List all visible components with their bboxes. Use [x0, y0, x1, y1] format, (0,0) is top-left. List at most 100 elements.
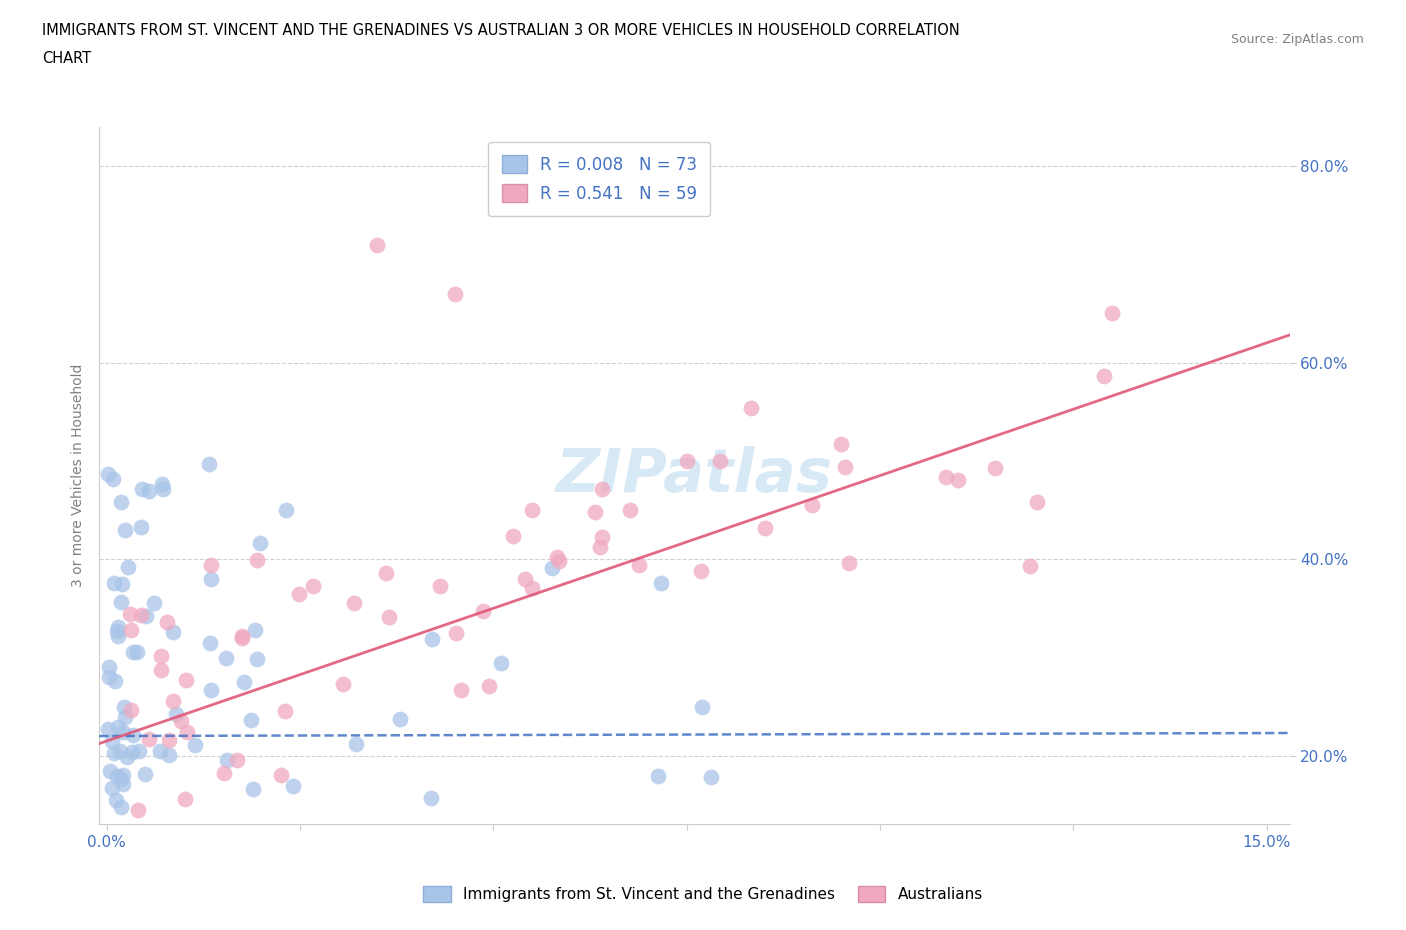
Point: [546, 550, 568, 565]
Point: [1026, 495, 1049, 510]
Point: [583, 505, 606, 520]
Point: [110, 772, 132, 787]
Point: [162, 625, 184, 640]
Point: [699, 769, 721, 784]
Point: [111, 767, 134, 782]
Point: [301, 578, 323, 593]
Point: [489, 655, 512, 670]
Point: [149, 649, 172, 664]
Point: [838, 555, 860, 570]
Point: [520, 502, 543, 517]
Point: [200, 572, 222, 587]
Point: [740, 401, 762, 416]
Point: [627, 558, 650, 573]
Point: [122, 644, 145, 659]
Point: [169, 714, 191, 729]
Point: [283, 778, 305, 793]
Point: [647, 768, 669, 783]
Point: [138, 732, 160, 747]
Point: [375, 565, 398, 580]
Point: [103, 745, 125, 760]
Point: [450, 683, 472, 698]
Point: [983, 460, 1005, 475]
Point: [107, 624, 129, 639]
Point: [420, 631, 443, 646]
Point: [198, 635, 221, 650]
Point: [101, 472, 124, 486]
Text: Source: ZipAtlas.com: Source: ZipAtlas.com: [1230, 33, 1364, 46]
Point: [111, 577, 134, 591]
Point: [231, 629, 253, 644]
Point: [420, 790, 443, 805]
Point: [589, 539, 612, 554]
Point: [121, 745, 143, 760]
Point: [128, 743, 150, 758]
Point: [834, 460, 856, 475]
Point: [1092, 368, 1115, 383]
Point: [472, 604, 495, 618]
Legend: R = 0.008   N = 73, R = 0.541   N = 59: R = 0.008 N = 73, R = 0.541 N = 59: [488, 142, 710, 216]
Point: [111, 777, 134, 791]
Point: [754, 521, 776, 536]
Point: [152, 476, 174, 491]
Point: [120, 623, 142, 638]
Text: IMMIGRANTS FROM ST. VINCENT AND THE GRENADINES VS AUSTRALIAN 3 OR MORE VEHICLES : IMMIGRANTS FROM ST. VINCENT AND THE GREN…: [42, 23, 960, 38]
Point: [232, 675, 254, 690]
Point: [97, 467, 120, 482]
Legend: Immigrants from St. Vincent and the Grenadines, Australians: Immigrants from St. Vincent and the Gren…: [418, 880, 988, 909]
Y-axis label: 3 or more Vehicles in Household: 3 or more Vehicles in Household: [72, 364, 86, 587]
Point: [520, 580, 543, 595]
Point: [110, 594, 132, 609]
Point: [129, 608, 152, 623]
Point: [120, 606, 142, 621]
Point: [174, 673, 197, 688]
Point: [120, 703, 142, 718]
Point: [935, 470, 957, 485]
Point: [115, 750, 138, 764]
Point: [127, 803, 149, 817]
Point: [502, 528, 524, 543]
Point: [288, 587, 311, 602]
Point: [246, 652, 269, 667]
Point: [125, 644, 148, 659]
Point: [344, 737, 367, 751]
Point: [110, 744, 132, 759]
Point: [165, 707, 187, 722]
Point: [830, 436, 852, 451]
Point: [117, 559, 139, 574]
Point: [650, 576, 672, 591]
Point: [478, 679, 501, 694]
Point: [541, 561, 564, 576]
Point: [215, 651, 238, 666]
Point: [184, 737, 207, 752]
Point: [138, 484, 160, 498]
Point: [801, 498, 824, 512]
Point: [103, 576, 125, 591]
Point: [274, 704, 297, 719]
Text: CHART: CHART: [42, 51, 91, 66]
Point: [200, 558, 222, 573]
Point: [107, 720, 129, 735]
Point: [107, 619, 129, 634]
Point: [246, 552, 269, 567]
Point: [212, 765, 235, 780]
Point: [110, 495, 132, 510]
Point: [446, 626, 468, 641]
Point: [709, 454, 731, 469]
Point: [150, 662, 173, 677]
Point: [249, 536, 271, 551]
Point: [342, 595, 364, 610]
Point: [242, 782, 264, 797]
Point: [97, 659, 120, 674]
Point: [114, 710, 136, 724]
Point: [245, 623, 267, 638]
Point: [429, 578, 451, 593]
Point: [97, 722, 120, 737]
Point: [332, 677, 354, 692]
Point: [547, 553, 569, 568]
Point: [198, 457, 221, 472]
Point: [389, 711, 412, 726]
Point: [107, 629, 129, 644]
Point: [173, 792, 195, 807]
Point: [591, 530, 613, 545]
